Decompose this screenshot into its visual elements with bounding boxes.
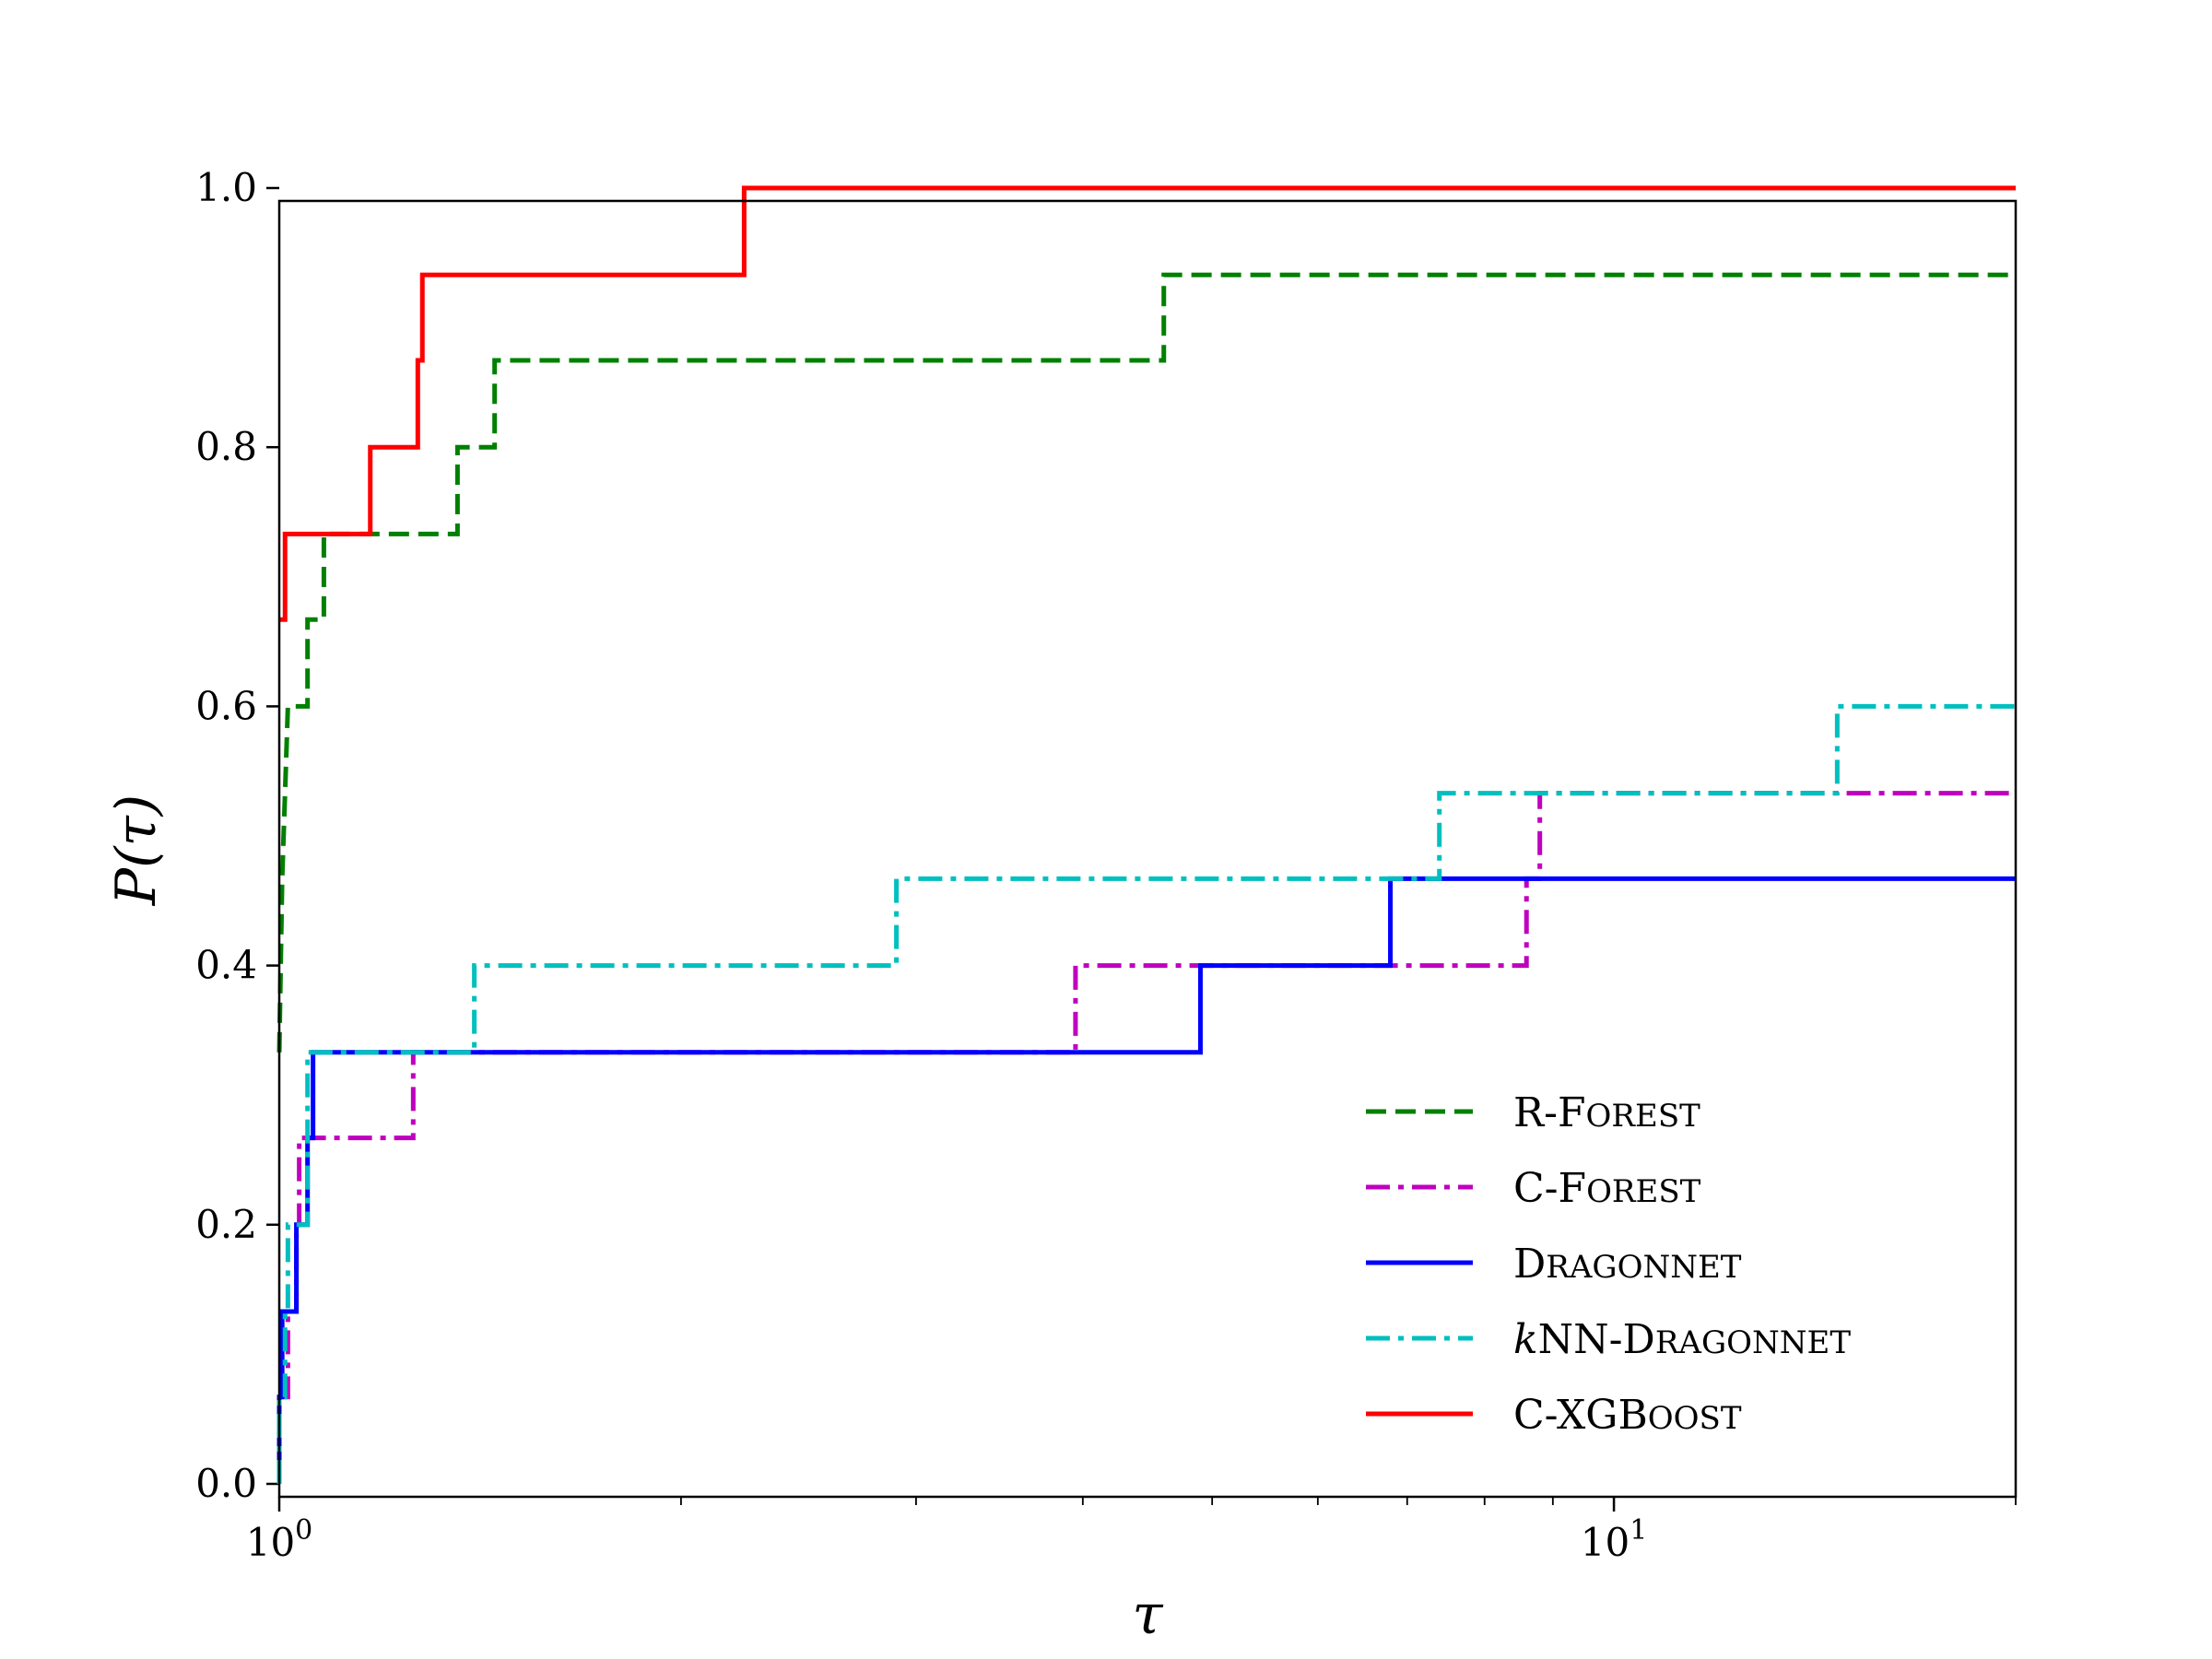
axes: 0.0 0.2 0.4 0.6 0.8 1.0 100 101 xyxy=(195,165,2017,1565)
y-tick-label: 1.0 xyxy=(195,165,257,210)
legend-label: C-FOREST xyxy=(1513,1165,1701,1212)
x-tick-label: 101 xyxy=(1581,1514,1648,1565)
series-line-dragonnet xyxy=(276,876,2016,1484)
legend: R-FOREST C-FOREST DRAGONNET kNN-DRAGONNET C-… xyxy=(1366,1089,1851,1439)
legend-label: DRAGONNET xyxy=(1513,1241,1742,1288)
legend-label: C-XGBOOST xyxy=(1513,1392,1742,1439)
y-tick-label: 0.2 xyxy=(195,1202,257,1247)
series-layer xyxy=(276,185,2016,1484)
plot-frame xyxy=(277,199,2018,1499)
y-tick-label: 0.0 xyxy=(195,1461,257,1506)
legend-label: R-FOREST xyxy=(1513,1089,1700,1136)
series-line-c-xgboost xyxy=(279,185,2016,622)
legend-label: kNN-DRAGONNET xyxy=(1513,1316,1851,1363)
y-tick-label: 0.4 xyxy=(195,943,257,988)
y-tick-label: 0.8 xyxy=(195,424,257,469)
y-tick-label: 0.6 xyxy=(195,683,257,728)
series-line-knn-dragonnet xyxy=(276,703,2016,1484)
x-axis-label: τ xyxy=(1132,1583,1163,1647)
y-axis-label: P(τ) xyxy=(104,794,169,906)
series-line-r-forest xyxy=(276,272,2016,1053)
x-tick-label: 100 xyxy=(246,1514,313,1565)
series-line-c-forest xyxy=(276,791,2016,1484)
